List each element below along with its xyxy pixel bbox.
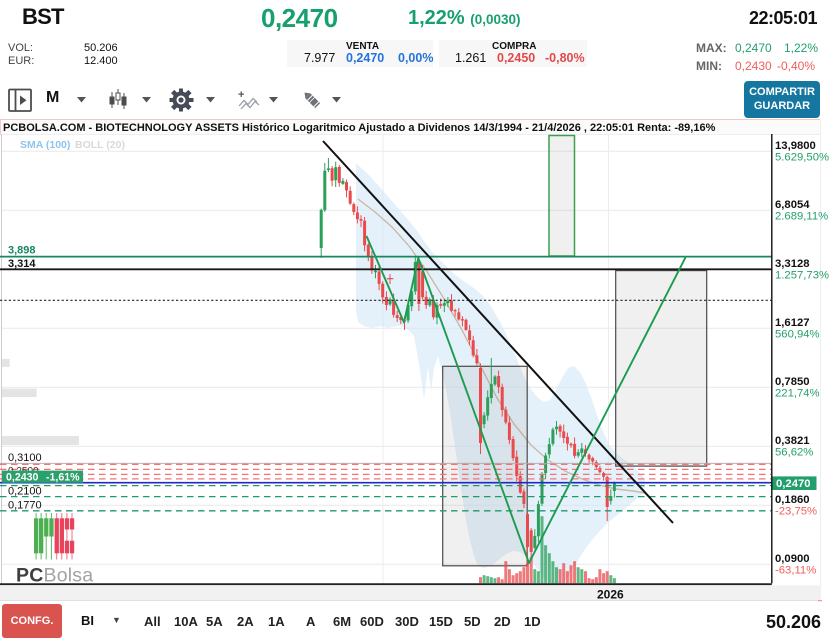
- svg-text:5.629,50%: 5.629,50%: [775, 152, 829, 164]
- svg-text:0,3821: 0,3821: [775, 435, 810, 447]
- svg-text:0,3100: 0,3100: [8, 452, 42, 464]
- svg-text:-1,61%: -1,61%: [46, 472, 80, 484]
- svg-text:BOLL (20): BOLL (20): [75, 139, 125, 151]
- svg-text:-63,11%: -63,11%: [775, 565, 816, 577]
- svg-text:6,8054: 6,8054: [775, 199, 810, 211]
- svg-text:0,0900: 0,0900: [775, 553, 810, 565]
- svg-text:221,74%: 221,74%: [775, 388, 820, 400]
- svg-text:0,2100: 0,2100: [8, 486, 42, 498]
- svg-text:+: +: [238, 89, 244, 101]
- svg-text:-23,75%: -23,75%: [775, 506, 817, 518]
- svg-text:3,314: 3,314: [8, 258, 36, 270]
- svg-text:1,6127: 1,6127: [775, 317, 810, 329]
- svg-text:0,7850: 0,7850: [775, 376, 810, 388]
- svg-text:PCBolsa: PCBolsa: [16, 565, 93, 587]
- svg-text:2.689,11%: 2.689,11%: [775, 211, 828, 223]
- svg-text:2026: 2026: [597, 588, 624, 602]
- svg-text:SMA (100): SMA (100): [20, 139, 70, 151]
- svg-text:1.257,73%: 1.257,73%: [775, 270, 829, 282]
- svg-text:0,2430: 0,2430: [6, 472, 39, 484]
- svg-text:56,62%: 56,62%: [775, 447, 813, 459]
- svg-text:560,94%: 560,94%: [775, 329, 820, 341]
- svg-text:3,898: 3,898: [8, 244, 36, 256]
- svg-text:3,3128: 3,3128: [775, 258, 810, 270]
- svg-text:0,1770: 0,1770: [8, 500, 42, 512]
- svg-text:13,9800: 13,9800: [775, 140, 816, 152]
- svg-text:0,2470: 0,2470: [776, 478, 811, 490]
- svg-text:0,1860: 0,1860: [775, 494, 810, 506]
